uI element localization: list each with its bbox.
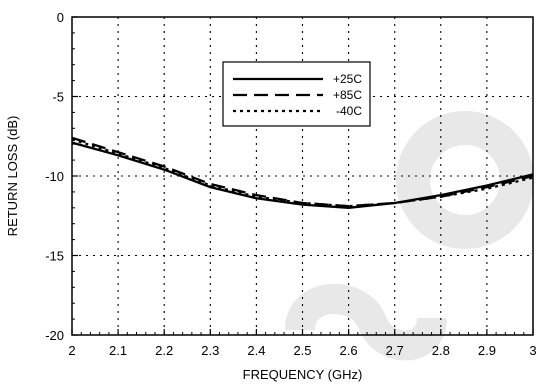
legend-label: +85C (333, 88, 362, 102)
x-tick-label: 2.3 (201, 343, 219, 358)
tick-marks (71, 16, 534, 336)
x-tick-label: 2 (68, 343, 75, 358)
x-tick-label: 2.5 (293, 343, 311, 358)
y-tick-label: -20 (45, 328, 64, 343)
legend: +25C +85C -40C (222, 61, 371, 127)
x-tick-label: 2.2 (155, 343, 173, 358)
y-tick-label: -10 (45, 169, 64, 184)
y-tick-label: -15 (45, 249, 64, 264)
y-tick-label: -5 (52, 90, 64, 105)
x-tick-label: 2.6 (340, 343, 358, 358)
y-tick-label: 0 (57, 10, 64, 25)
series-line (71, 141, 534, 209)
x-tick-label: 2.9 (478, 343, 496, 358)
x-tick-label: 2.1 (109, 343, 127, 358)
watermark (285, 111, 534, 361)
x-tick-labels: 2 2.1 2.2 2.3 2.4 2.5 2.6 2.7 2.8 2.9 3 (68, 343, 536, 358)
y-tick-labels: 0 -5 -10 -15 -20 (45, 10, 64, 343)
x-tick-label: 2.4 (247, 343, 265, 358)
x-tick-label: 2.8 (432, 343, 450, 358)
legend-label: +25C (333, 72, 362, 86)
x-axis-label: FREQUENCY (GHz) (243, 367, 363, 382)
y-axis-label: RETURN LOSS (dB) (5, 116, 20, 237)
series-line (71, 138, 534, 208)
x-tick-label: 2.7 (386, 343, 404, 358)
x-tick-label: 3 (529, 343, 536, 358)
series-lines (71, 136, 534, 209)
legend-label: -40C (336, 104, 362, 118)
